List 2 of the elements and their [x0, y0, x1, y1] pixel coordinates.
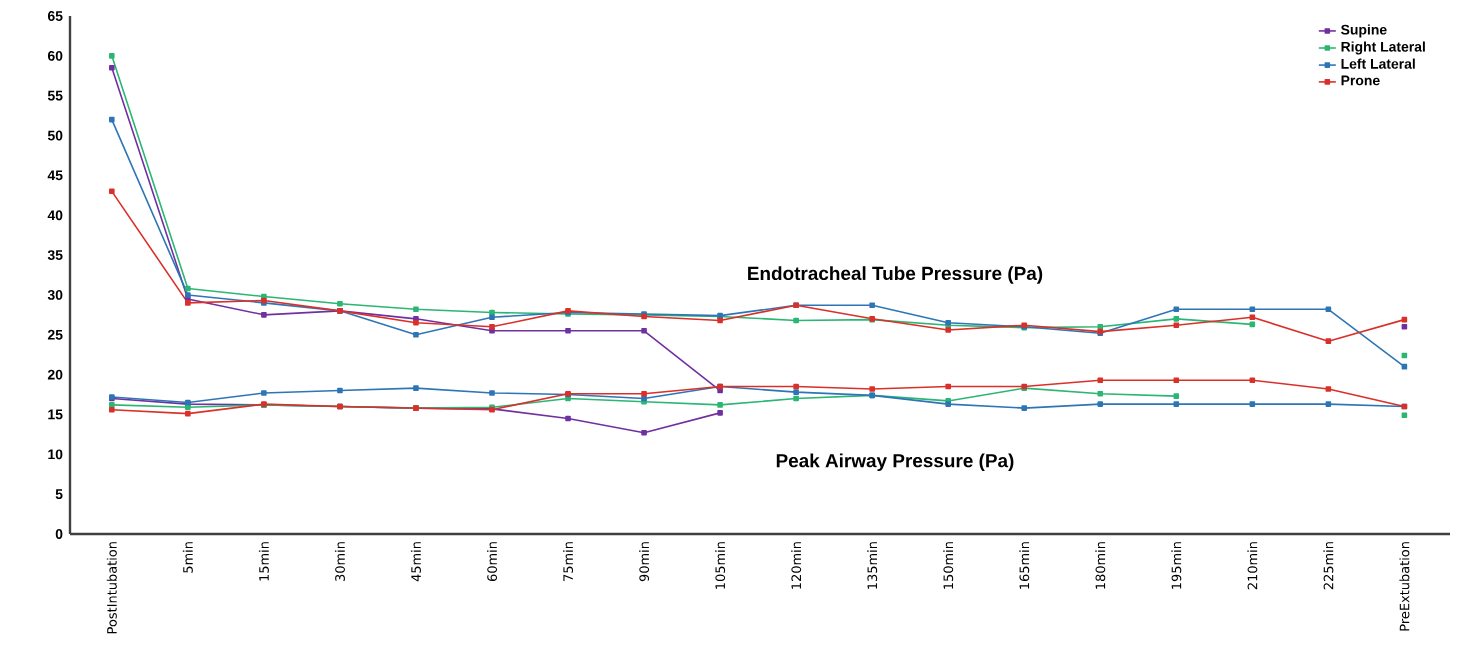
- annotation: Peak Airway Pressure (Pa): [776, 453, 1014, 472]
- annotation: Endotracheal Tube Pressure (Pa): [748, 266, 1043, 284]
